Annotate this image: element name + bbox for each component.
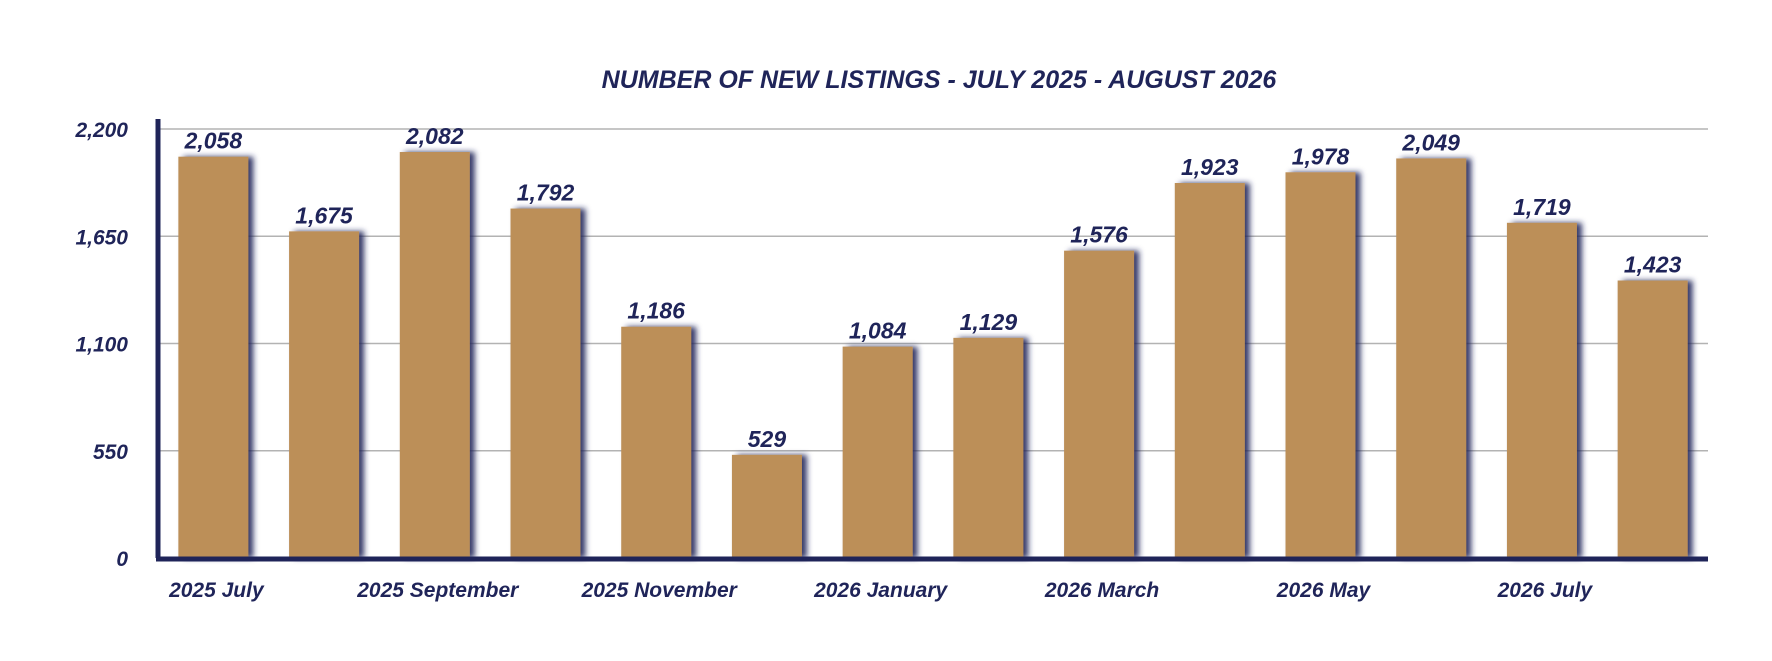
- x-tick-label: 2025 July: [168, 579, 265, 602]
- gridlines: [158, 128, 1708, 452]
- value-label: 1,084: [849, 318, 907, 344]
- y-tick-label: 0: [116, 548, 128, 571]
- y-tick-label: 2,200: [74, 119, 128, 142]
- value-label: 1,576: [1070, 222, 1128, 248]
- y-tick-label: 550: [93, 441, 128, 464]
- bar: [178, 156, 249, 558]
- value-label: 529: [748, 426, 787, 452]
- value-label: 2,049: [1401, 129, 1460, 155]
- value-label: 1,792: [517, 180, 575, 206]
- value-label: 1,129: [960, 309, 1018, 335]
- bar: [621, 326, 692, 558]
- x-axis-ticks: 2025 July 2025 September 2025 November 2026…: [168, 579, 1593, 602]
- bar: [842, 346, 913, 558]
- value-label: 2,058: [184, 128, 243, 154]
- bar: [289, 231, 360, 558]
- bar: [399, 152, 470, 558]
- x-tick-label: 2026 May: [1276, 579, 1372, 602]
- x-tick-label: 2026 January: [813, 579, 948, 602]
- value-labels: 2,058 1,675 2,082 1,792 1,186 529 1,084 1,129 1,…: [184, 123, 1682, 452]
- value-label: 1,978: [1292, 143, 1350, 169]
- y-tick-label: 1,650: [75, 226, 128, 249]
- value-label: 2,082: [405, 123, 464, 149]
- value-label: 1,186: [627, 298, 685, 324]
- x-tick-label: 2026 July: [1497, 579, 1594, 602]
- bar: [1396, 158, 1467, 558]
- bar: [1064, 250, 1135, 558]
- value-label: 1,675: [295, 202, 354, 228]
- bar: [953, 337, 1024, 558]
- chart-title: NUMBER OF NEW LISTINGS - JULY 2025 - AUG…: [602, 66, 1278, 94]
- value-label: 1,719: [1513, 194, 1571, 220]
- y-axis-ticks: 0 550 1,100 1,650 2,200: [74, 119, 128, 571]
- bar: [1506, 222, 1577, 559]
- x-tick-label: 2025 September: [356, 579, 520, 602]
- bar: [1174, 183, 1245, 558]
- bars: [178, 152, 1688, 559]
- y-tick-label: 1,100: [75, 334, 128, 357]
- bar: [510, 208, 581, 558]
- bar: [731, 454, 802, 558]
- value-label: 1,923: [1181, 154, 1239, 180]
- x-tick-label: 2025 November: [581, 579, 739, 602]
- x-tick-label: 2026 March: [1044, 579, 1159, 602]
- axes: [155, 119, 1708, 562]
- bar: [1617, 280, 1688, 558]
- bar: [1285, 172, 1356, 559]
- value-label: 1,423: [1624, 252, 1682, 278]
